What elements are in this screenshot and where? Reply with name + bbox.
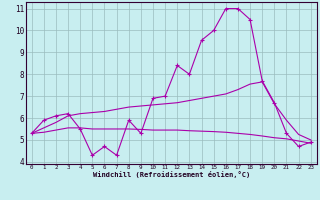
X-axis label: Windchill (Refroidissement éolien,°C): Windchill (Refroidissement éolien,°C) xyxy=(92,171,250,178)
